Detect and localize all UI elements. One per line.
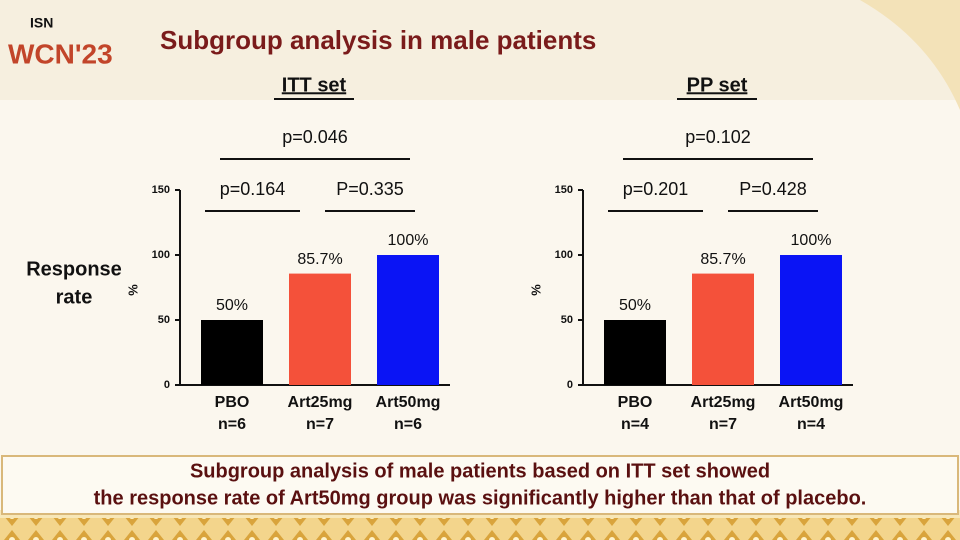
x-tick-label: Art25mg	[691, 394, 756, 411]
logo-top: ISN	[30, 15, 53, 31]
conclusion-box	[1, 455, 959, 515]
y-tick-label: 100	[152, 249, 170, 261]
conclusion-line: the response rate of Art50mg group was s…	[94, 487, 867, 509]
header-band	[0, 0, 960, 100]
bar	[201, 320, 263, 385]
bar	[692, 273, 754, 385]
y-tick-label: 150	[152, 184, 170, 196]
x-tick-label: Art25mg	[288, 394, 353, 411]
p-value: p=0.164	[220, 179, 286, 199]
x-tick-label: PBO	[618, 394, 653, 411]
conclusion-line: Subgroup analysis of male patients based…	[190, 460, 770, 482]
value-label: 100%	[388, 232, 429, 249]
y-tick-label: 50	[561, 314, 573, 326]
y-tick-label: 50	[158, 314, 170, 326]
x-tick-label: Art50mg	[779, 394, 844, 411]
x-tick-label: Art50mg	[376, 394, 441, 411]
y-axis-label: %	[529, 284, 544, 296]
y-tick-label: 150	[555, 184, 573, 196]
x-tick-label: PBO	[215, 394, 250, 411]
value-label: 85.7%	[700, 251, 745, 268]
category-note: n=4	[797, 416, 825, 433]
value-label: 50%	[619, 297, 651, 314]
side-label: Response	[26, 258, 122, 280]
category-note: n=6	[394, 416, 422, 433]
category-note: n=4	[621, 416, 649, 433]
bar	[604, 320, 666, 385]
chart-title: ITT set	[282, 74, 347, 96]
value-label: 100%	[791, 232, 832, 249]
header-ornament	[860, 0, 960, 110]
bar	[289, 273, 351, 385]
y-tick-label: 0	[567, 379, 573, 391]
value-label: 50%	[216, 297, 248, 314]
bar	[377, 255, 439, 385]
chart-title: PP set	[687, 74, 748, 96]
logo: WCN'23	[8, 38, 113, 69]
y-tick-label: 0	[164, 379, 170, 391]
category-note: n=6	[218, 416, 246, 433]
category-note: n=7	[709, 416, 737, 433]
p-value: P=0.335	[336, 179, 404, 199]
p-value: p=0.046	[282, 127, 348, 147]
p-value: p=0.201	[623, 179, 689, 199]
p-value: P=0.428	[739, 179, 807, 199]
value-label: 85.7%	[297, 251, 342, 268]
p-value: p=0.102	[685, 127, 751, 147]
y-axis-label: %	[126, 284, 141, 296]
side-label: rate	[56, 286, 93, 308]
bar	[780, 255, 842, 385]
category-note: n=7	[306, 416, 334, 433]
slide-title: Subgroup analysis in male patients	[160, 25, 596, 55]
footer-ornament	[0, 518, 960, 540]
y-tick-label: 100	[555, 249, 573, 261]
